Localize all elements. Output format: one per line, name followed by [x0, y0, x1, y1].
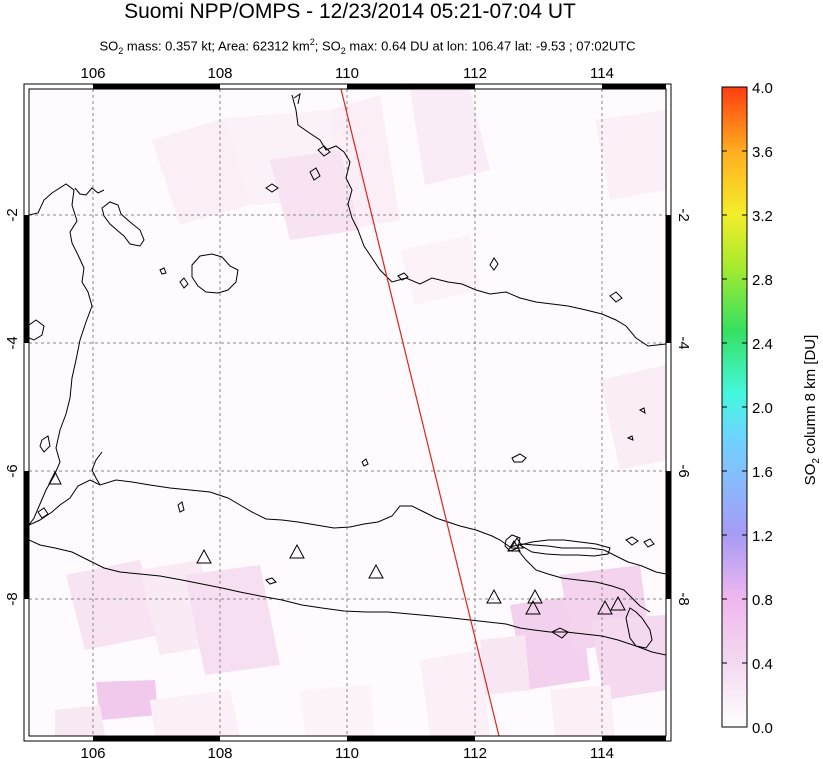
volcano-triangle-icon: [507, 540, 521, 552]
volcano-triangle-icon: [289, 543, 305, 559]
colorbar-tick-label: 2.0: [752, 400, 773, 417]
map-subtitle: SO2 mass: 0.357 kt; Area: 62312 km2; SO2…: [99, 37, 636, 56]
so2-max-prefix: ; SO: [314, 38, 341, 54]
lat-label-left: -2: [4, 208, 21, 221]
volcano-triangle-icon: [48, 470, 62, 485]
lon-label-bottom: 110: [335, 745, 359, 759]
map-grid: [29, 89, 666, 736]
orbit-track-line: [340, 88, 500, 737]
lat-label-right: -8: [675, 592, 692, 605]
lon-label-bottom: 114: [590, 745, 614, 759]
colorbar-title-sub: 2: [811, 458, 822, 464]
outer-frame: [23, 83, 672, 742]
colorbar-title: SO2 column 8 km [DU]: [802, 335, 822, 486]
lon-label-top: 106: [80, 65, 105, 82]
lon-label-bottom: 108: [207, 745, 232, 759]
colorbar-tick-label: 1.6: [752, 464, 773, 481]
colorbar-tick-label: 2.8: [752, 272, 773, 289]
colorbar-tick-label: 3.6: [752, 144, 773, 161]
volcano-triangle-icon: [486, 588, 502, 604]
lon-label-top: 112: [463, 65, 487, 82]
lat-label-left: -4: [4, 336, 21, 349]
so2-pixels: [55, 90, 666, 736]
map-border-ticks: [24, 84, 671, 741]
volcano-triangle-icon: [510, 537, 524, 549]
volcano-triangle-icon: [597, 599, 613, 615]
so2-mass-label: SO: [99, 38, 119, 54]
area-superscript: 2: [309, 37, 315, 47]
colorbar-title-prefix: SO: [802, 464, 819, 486]
so2-max-text: max: 0.64 DU at lon: 106.47 lat: -9.53 ;…: [345, 38, 636, 54]
lat-label-left: -8: [4, 592, 21, 605]
volcano-triangle-icon: [196, 548, 212, 564]
lon-label-bottom: 112: [463, 745, 487, 759]
colorbar-tick-label: 0.8: [752, 592, 773, 609]
map-title: Suomi NPP/OMPS - 12/23/2014 05:21-07:04 …: [124, 0, 576, 23]
volcano-triangle-icon: [525, 599, 541, 615]
lat-label-left: -6: [4, 464, 21, 477]
volcano-markers: [48, 470, 626, 615]
volcano-triangle-icon: [610, 595, 626, 611]
colorbar-tick-label: 0.0: [752, 720, 773, 737]
colorbar-tick-label: 4.0: [752, 80, 773, 97]
colorbar-ticks: [722, 150, 747, 664]
lon-label-bottom: 106: [80, 745, 105, 759]
colorbar-title-rest: column 8 km [DU]: [802, 335, 819, 458]
volcano-triangle-icon: [527, 588, 543, 604]
colorbar-tick-label: 3.2: [752, 208, 773, 225]
volcano-triangle-icon: [368, 563, 384, 579]
colorbar-tick-label: 0.4: [752, 656, 773, 673]
lon-label-top: 110: [335, 65, 359, 82]
lon-label-top: 114: [590, 65, 614, 82]
so2-mass-text: mass: 0.357 kt; Area: 62312 km: [123, 38, 310, 54]
colorbar-tick-label: 1.2: [752, 528, 773, 545]
lat-label-right: -2: [675, 208, 692, 221]
lat-label-right: -4: [675, 336, 692, 349]
coastlines: [29, 92, 666, 656]
colorbar-tick-label: 2.4: [752, 336, 773, 353]
lat-label-right: -6: [675, 464, 692, 477]
lon-label-top: 108: [207, 65, 232, 82]
